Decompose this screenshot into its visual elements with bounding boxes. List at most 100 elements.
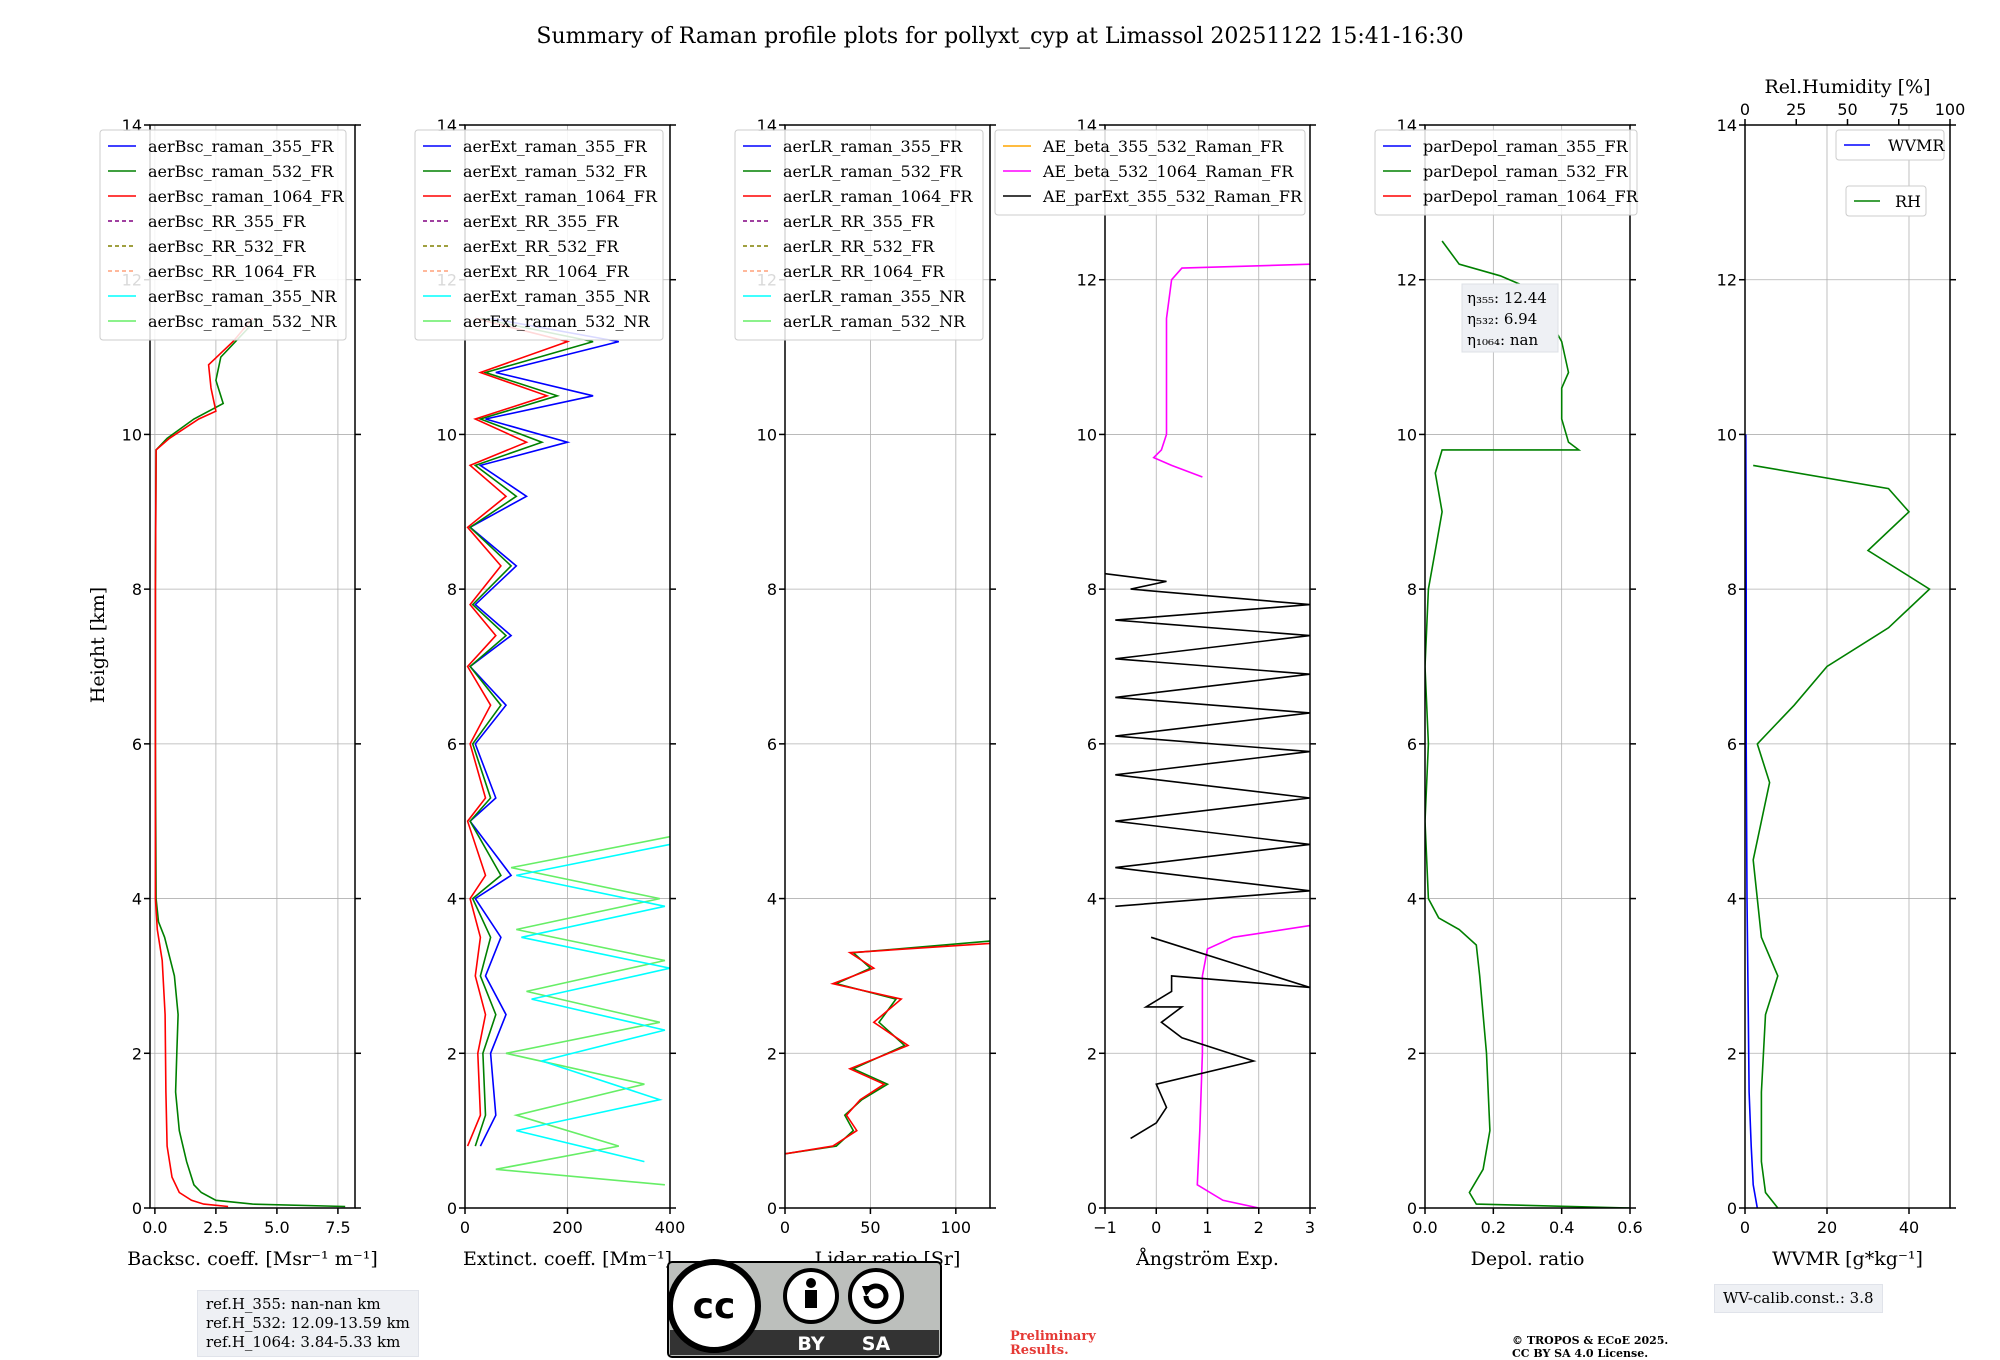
legend-label: aerBsc_raman_355_FR [148,137,334,156]
series-line-aerExt_raman_532_FR [468,317,594,1147]
x-tick-label: 1 [1202,1218,1212,1237]
legend-box [734,129,984,341]
x-tick-label: 100 [941,1218,972,1237]
x2-tick-label: 75 [1889,100,1909,119]
y-tick-label: 2 [1407,1044,1417,1063]
y-tick-label: 8 [1727,580,1737,599]
legend-box [414,129,664,341]
y-tick-label: 6 [767,735,777,754]
y-tick-label: 0 [1087,1199,1097,1218]
sa-share-icon [848,1268,904,1324]
y-tick-label: 4 [447,890,457,909]
y-tick-label: 2 [447,1044,457,1063]
y-tick-label: 10 [1717,425,1737,444]
annotation-line: η₃₅₅: 12.44 [1467,289,1547,307]
series-line-aerLR_raman_532_FR [785,940,990,1155]
legend-label: parDepol_raman_1064_FR [1423,187,1639,206]
annotation-box [1461,283,1559,353]
series-group [1425,240,1630,1208]
by-label: BY [797,1333,824,1355]
x-tick-label: 0 [1151,1218,1161,1237]
axes-frame [784,124,991,1209]
y-tick-label: 0 [767,1199,777,1218]
x-tick-label: 0 [1740,1218,1750,1237]
y-tick-label: 12 [1397,271,1417,290]
series-line-aerLR_raman_1064_FR [785,942,990,1155]
y-tick-label: 4 [767,890,777,909]
y-tick-label: 0 [447,1199,457,1218]
series-line-aerExt_raman_355_FR [468,317,619,1147]
legend-label: AE_beta_355_532_Raman_FR [1042,137,1284,156]
y-tick-label: 0 [132,1199,142,1218]
x-tick-label: 0.2 [1481,1218,1506,1237]
series-group [154,317,346,1208]
y-tick-label: 14 [1717,116,1737,135]
x-tick-label: 2.5 [203,1218,228,1237]
legend-label: aerExt_raman_355_NR [463,287,651,306]
legend-label: aerExt_raman_532_NR [463,312,651,331]
legend-label: aerBsc_raman_1064_FR [148,187,345,206]
refh-532: ref.H_532: 12.09-13.59 km [206,1314,410,1332]
series-line-aerBsc_raman_532_FR [154,317,346,1208]
legend-box [994,129,1306,216]
reference-height-box: ref.H_355: nan-nan km ref.H_532: 12.09-1… [197,1290,419,1357]
copyright-line-2: CC BY SA 4.0 License. [1512,1347,1649,1360]
x2-tick-label: 50 [1837,100,1857,119]
legend: AE_beta_355_532_Raman_FR AE_beta_532_1064… [994,129,1306,216]
legend-box [99,129,347,341]
y-tick-label: 6 [447,735,457,754]
legend-label: aerLR_raman_532_NR [783,312,966,331]
cc-circle-icon [667,1259,761,1353]
x-tick-label: 0.4 [1549,1218,1574,1237]
x-tick-label: 5.0 [264,1218,289,1237]
x-tick-label: 200 [552,1218,583,1237]
copyright-note: © TROPOS & ECoE 2025. CC BY SA 4.0 Licen… [1512,1334,1668,1360]
x2-tick-label: 0 [1740,100,1750,119]
series-group [1745,434,1931,1208]
legend-label: aerExt_RR_355_FR [463,212,620,231]
legend-label: aerBsc_RR_355_FR [148,212,306,231]
legend: aerExt_raman_355_FR aerExt_raman_532_FRae… [414,129,664,341]
series-line-AE_parExt_355_532_Raman_FR [1130,936,1310,1140]
x-tick-label: 7.5 [325,1218,350,1237]
legend-label: parDepol_raman_532_FR [1423,162,1629,181]
depol-annotation: η₃₅₅: 12.44 η₅₃₂: 6.94 η₁₀₆₄: nan [1461,283,1559,353]
legend-rh: RH [1845,185,1927,217]
legend-label: aerLR_RR_532_FR [783,237,935,256]
legend-label: aerLR_raman_532_FR [783,162,963,181]
y-tick-label: 6 [1087,735,1097,754]
x-axis-label: Ångström Exp. [1135,1248,1279,1270]
preliminary-note: Preliminary Results. [1010,1330,1096,1358]
series-line-aerExt_raman_355_NR [516,843,670,1163]
y-tick-label: 8 [1407,580,1417,599]
refh-355: ref.H_355: nan-nan km [206,1295,381,1313]
figure-title: Summary of Raman profile plots for polly… [536,24,1463,49]
y-tick-label: 6 [132,735,142,754]
x2-tick-label: 100 [1935,100,1966,119]
x-axis-label: Depol. ratio [1471,1248,1585,1270]
x-axis-label: Extinct. coeff. [Mm⁻¹] [463,1248,672,1270]
y-tick-label: 8 [767,580,777,599]
legend-label: aerBsc_RR_1064_FR [148,262,317,281]
series-line-AE_beta_532_1064_Raman_FR_upper [1152,263,1310,478]
y-tick-label: 6 [1407,735,1417,754]
y-tick-label: 10 [757,425,777,444]
refh-1064: ref.H_1064: 3.84-5.33 km [206,1333,401,1351]
legend-wvmr: WVMR [1835,129,1945,161]
legend-label: aerLR_raman_355_NR [783,287,966,306]
legend-label: aerExt_RR_1064_FR [463,262,630,281]
cc-license-badge[interactable]: cc BY SA [667,1259,942,1358]
y-tick-label: 2 [132,1044,142,1063]
y-tick-label: 10 [1077,425,1097,444]
y-tick-label: 0 [1407,1199,1417,1218]
legend-label: aerBsc_raman_355_NR [148,287,337,306]
wv-calibration-box: WV-calib.const.: 3.8 [1714,1284,1883,1313]
cc-mark: cc [693,1286,736,1327]
legend-label: aerBsc_raman_532_NR [148,312,337,331]
copyright-line-1: © TROPOS & ECoE 2025. [1512,1334,1669,1347]
y-tick-label: 12 [1077,271,1097,290]
x-axis-label: Backsc. coeff. [Msr⁻¹ m⁻¹] [127,1248,378,1270]
